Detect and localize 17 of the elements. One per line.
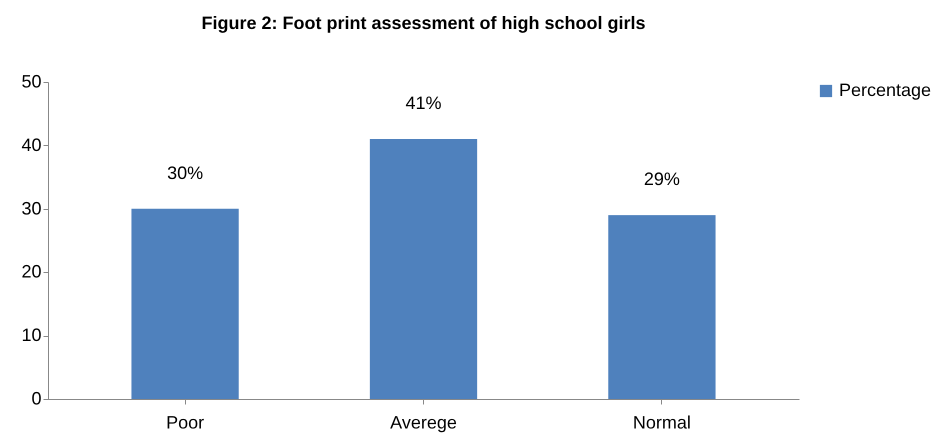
y-tick-label: 30 <box>21 198 42 218</box>
legend-label: Percentage <box>839 80 932 100</box>
y-tick-label: 50 <box>21 72 42 92</box>
y-tick-label: 20 <box>21 262 42 282</box>
bar <box>370 139 478 399</box>
data-label: 29% <box>644 169 680 190</box>
x-tick-label: Poor <box>166 412 204 432</box>
data-label: 41% <box>405 93 442 114</box>
x-tick-label: Normal <box>632 412 691 432</box>
y-tick-label: 10 <box>21 325 42 346</box>
y-tick-label: 40 <box>21 134 42 155</box>
y-tick-label: 0 <box>31 388 42 408</box>
chart-title: Figure 2: Foot print assessment of high school girls <box>201 13 646 33</box>
bar <box>608 215 716 399</box>
x-tick-label: Averege <box>390 412 457 432</box>
bar <box>131 208 239 399</box>
data-label: 30% <box>167 162 204 183</box>
